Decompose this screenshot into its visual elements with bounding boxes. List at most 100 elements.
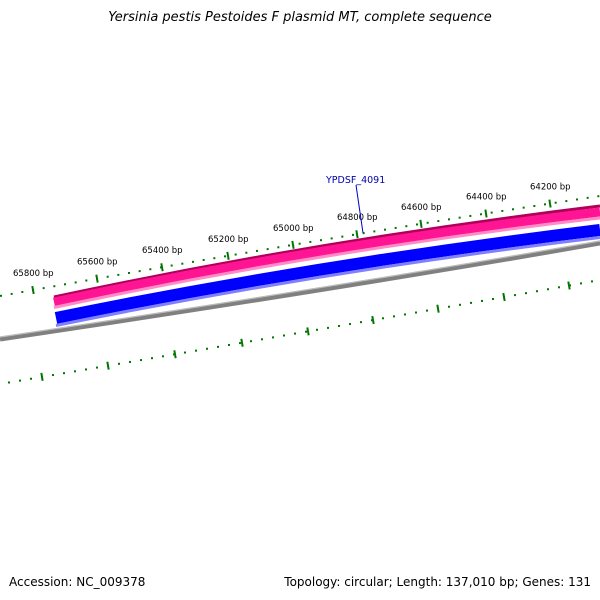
tick-dot — [547, 288, 549, 291]
reverse-strand-fill — [54, 224, 600, 324]
tick-dot — [283, 334, 285, 337]
tick-dot — [256, 249, 258, 252]
tick-dot — [228, 343, 230, 346]
tick-dot — [309, 240, 312, 243]
tick-dot — [0, 294, 2, 297]
tick-dot — [580, 282, 582, 285]
tick-dot — [294, 332, 296, 335]
tick-dot — [85, 279, 88, 282]
tick-dot — [362, 232, 365, 235]
major-tick — [567, 281, 571, 290]
tick-dot — [320, 239, 322, 242]
tick-label: 65400 bp — [142, 246, 183, 256]
feature-label[interactable]: YPDSF_4091 — [325, 175, 385, 186]
page-title: Yersinia pestis Pestoides F plasmid MT, … — [108, 10, 492, 25]
tick-dot — [234, 253, 237, 256]
tick-dot — [162, 355, 164, 358]
tick-dot — [261, 338, 263, 341]
tick-dot — [338, 324, 340, 327]
tick-dot — [106, 275, 109, 278]
tick-dot — [501, 209, 504, 212]
tick-dot — [384, 228, 386, 231]
reverse-strand-band[interactable] — [54, 224, 600, 327]
tick-dot — [565, 200, 568, 203]
tick-dot — [330, 237, 333, 240]
tick-dot — [544, 203, 546, 206]
tick-dot — [140, 359, 142, 362]
tick-dot — [597, 195, 600, 198]
major-tick — [291, 240, 295, 249]
tick-dot — [181, 262, 184, 265]
tick-dot — [298, 242, 301, 245]
tick-label: 65200 bp — [208, 235, 249, 245]
tick-label: 64600 bp — [401, 203, 442, 213]
forward-strand-outer-edge — [53, 204, 600, 299]
tick-dot — [21, 290, 24, 293]
tick-dot — [569, 284, 571, 287]
tick-label: 64200 bp — [530, 183, 571, 193]
tick-dot — [277, 246, 280, 249]
tick-dot — [448, 218, 450, 221]
major-tick — [502, 292, 506, 302]
tick-dot — [426, 221, 429, 224]
tick-dot — [426, 309, 428, 312]
outer-major-ticks — [31, 199, 552, 295]
major-tick — [419, 219, 423, 228]
tick-dot — [128, 271, 130, 274]
tick-dot — [586, 196, 589, 199]
tick-labels: 65800 bp 65600 bp 65400 bp 65200 bp 65000 bp… — [13, 183, 571, 279]
tick-dot — [405, 225, 408, 228]
tick-dot — [173, 353, 175, 356]
tick-dot — [30, 377, 32, 380]
tick-label: 65600 bp — [77, 258, 118, 268]
tick-dot — [327, 326, 329, 329]
major-tick — [548, 199, 552, 208]
tick-dot — [458, 216, 461, 219]
tick-dot — [184, 351, 186, 354]
forward-strand-band[interactable] — [53, 204, 600, 309]
tick-dot — [394, 226, 397, 229]
tick-dot — [514, 294, 516, 297]
tick-dot — [415, 311, 417, 314]
major-tick — [226, 251, 230, 260]
tick-dot — [118, 362, 120, 365]
tick-dot — [138, 270, 141, 273]
tick-dot — [352, 233, 354, 236]
tick-dot — [63, 372, 65, 375]
inner-major-ticks — [40, 281, 571, 382]
tick-dot — [224, 255, 226, 258]
backbone-highlight — [0, 240, 600, 338]
tick-dot — [245, 251, 248, 254]
tick-dot — [536, 290, 538, 293]
tick-dot — [371, 319, 373, 322]
major-tick — [371, 315, 375, 325]
tick-dot — [64, 283, 66, 286]
major-tick — [106, 361, 110, 370]
tick-dot — [129, 360, 131, 363]
tick-dot — [533, 204, 536, 207]
major-tick — [95, 274, 99, 283]
tick-dot — [448, 305, 450, 308]
major-tick — [31, 285, 35, 295]
tick-dot — [490, 211, 493, 214]
tick-dot — [52, 374, 54, 377]
tick-dot — [217, 345, 219, 348]
tick-dot — [437, 220, 440, 223]
reverse-strand-inner-edge — [55, 236, 600, 327]
backbone-circle — [0, 240, 600, 342]
tick-dot — [53, 285, 56, 288]
tick-dot — [404, 313, 406, 316]
tick-label: 65800 bp — [13, 269, 54, 279]
tick-dot — [525, 292, 527, 295]
tick-dot — [393, 315, 395, 318]
tick-dot — [74, 370, 76, 373]
tick-dot — [316, 328, 318, 331]
tick-dot — [10, 292, 13, 295]
tick-dot — [459, 303, 461, 306]
tick-dot — [195, 349, 197, 352]
feature-ypdsf-4091[interactable]: YPDSF_4091 — [325, 175, 385, 234]
tick-label: 65000 bp — [273, 224, 314, 234]
tick-dot — [341, 235, 344, 238]
backbone-outer — [0, 240, 600, 342]
